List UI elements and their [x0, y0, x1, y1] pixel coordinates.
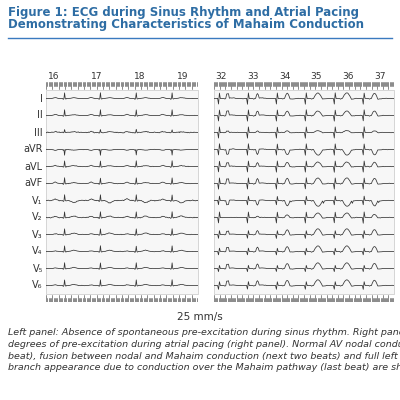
Text: V₄: V₄ — [32, 246, 43, 256]
Text: V₃: V₃ — [32, 230, 43, 240]
Text: 37: 37 — [374, 72, 385, 81]
Text: aVF: aVF — [24, 178, 43, 188]
Text: 18: 18 — [134, 72, 146, 81]
Text: 35: 35 — [310, 72, 322, 81]
Text: Left panel: Absence of spontaneous pre-excitation during sinus rhythm. Right pan: Left panel: Absence of spontaneous pre-e… — [8, 328, 400, 372]
Text: 19: 19 — [177, 72, 188, 81]
Text: V₅: V₅ — [32, 264, 43, 274]
Text: III: III — [34, 128, 43, 138]
Text: 32: 32 — [216, 72, 227, 81]
Text: 34: 34 — [279, 72, 290, 81]
Text: aVL: aVL — [25, 162, 43, 172]
Text: V₆: V₆ — [32, 280, 43, 290]
Text: V₂: V₂ — [32, 212, 43, 222]
Text: 33: 33 — [247, 72, 259, 81]
Text: 16: 16 — [48, 72, 59, 81]
Text: I: I — [40, 94, 43, 104]
Text: Demonstrating Characteristics of Mahaim Conduction: Demonstrating Characteristics of Mahaim … — [8, 18, 364, 31]
Text: Figure 1: ECG during Sinus Rhythm and Atrial Pacing: Figure 1: ECG during Sinus Rhythm and At… — [8, 6, 359, 19]
Text: 25 mm/s: 25 mm/s — [177, 312, 223, 322]
Text: V₁: V₁ — [32, 196, 43, 206]
Text: 36: 36 — [342, 72, 354, 81]
Text: aVR: aVR — [23, 144, 43, 154]
Text: 17: 17 — [91, 72, 102, 81]
Text: II: II — [37, 110, 43, 120]
